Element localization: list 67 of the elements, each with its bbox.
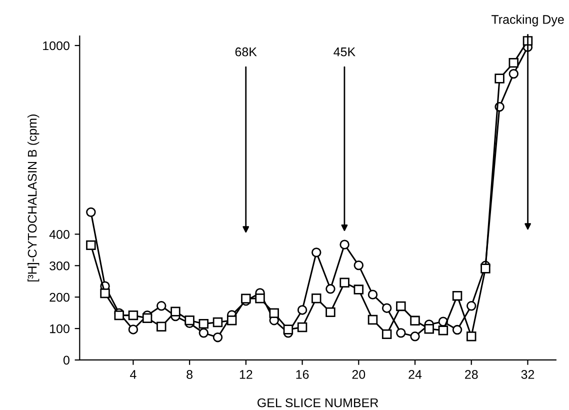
- point: [396, 328, 406, 338]
- point: [396, 301, 406, 312]
- point: [424, 324, 434, 334]
- y-tick-label: 400: [49, 230, 70, 239]
- x-tick-label: 4: [130, 370, 136, 379]
- point: [312, 248, 322, 258]
- point: [198, 318, 209, 329]
- point: [410, 332, 420, 342]
- point: [312, 293, 322, 304]
- point: [212, 332, 223, 342]
- point: [452, 290, 462, 301]
- point: [368, 290, 378, 300]
- x-axis-title: GEL SLICE NUMBER: [258, 398, 378, 408]
- point: [170, 306, 180, 316]
- y-axis-title: [³H]-CYTOCHALASIN B (cpm): [28, 114, 40, 282]
- y-tick-label: 1000: [43, 41, 70, 50]
- point: [326, 307, 336, 318]
- point: [508, 58, 519, 68]
- point: [283, 324, 294, 334]
- point: [212, 317, 223, 328]
- point: [340, 240, 350, 250]
- point: [438, 326, 448, 336]
- point: [100, 288, 110, 298]
- point: [198, 328, 209, 338]
- point: [297, 322, 308, 332]
- point: [480, 264, 490, 274]
- point: [269, 308, 279, 318]
- point: [466, 301, 476, 311]
- point: [452, 324, 462, 335]
- point: [114, 310, 124, 320]
- point: [354, 284, 364, 294]
- point: [156, 322, 166, 332]
- y-tick-label: 100: [50, 324, 70, 334]
- x-tick-label: 32: [521, 370, 534, 379]
- x-tick-label: 24: [408, 370, 422, 379]
- x-tick-label: 16: [296, 370, 309, 379]
- point: [354, 260, 364, 270]
- point: [184, 315, 194, 326]
- point: [86, 240, 96, 250]
- point: [156, 301, 166, 311]
- point: [466, 332, 476, 342]
- x-tick-label: 20: [352, 370, 366, 379]
- point: [142, 313, 152, 324]
- point: [508, 68, 519, 79]
- point: [326, 284, 336, 294]
- point: [494, 74, 504, 84]
- x-tick-label: 12: [240, 370, 252, 379]
- point: [128, 324, 138, 334]
- point: [382, 329, 392, 340]
- point: [297, 305, 308, 315]
- text: Tracking Dye: [492, 14, 564, 26]
- point: [86, 207, 96, 218]
- y-tick-label: 200: [50, 292, 70, 302]
- point: [410, 316, 420, 326]
- point: [255, 293, 265, 304]
- annotation: 68K: [235, 47, 257, 56]
- x-tick-label: 8: [186, 370, 192, 379]
- point: [340, 278, 350, 288]
- point: [226, 315, 237, 326]
- point: [382, 303, 392, 313]
- point: [368, 314, 378, 325]
- y-tick-label: 300: [50, 261, 70, 270]
- y-tick-label: 0: [63, 356, 70, 365]
- x-tick-label: 28: [465, 370, 478, 379]
- point: [128, 310, 138, 320]
- point: [241, 294, 251, 304]
- annotation: 45K: [334, 48, 356, 56]
